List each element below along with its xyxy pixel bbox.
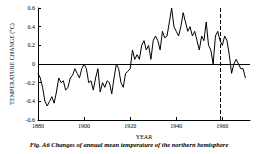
- svg-text:0: 0: [32, 61, 35, 67]
- svg-text:1920: 1920: [124, 123, 136, 129]
- svg-text:1960: 1960: [216, 123, 228, 129]
- svg-text:Fig. A6 Changes of annual mean: Fig. A6 Changes of annual mean temperatu…: [30, 141, 229, 148]
- svg-text:0.6: 0.6: [28, 5, 36, 11]
- svg-text:YEAR: YEAR: [136, 134, 152, 140]
- svg-text:1900: 1900: [78, 123, 90, 129]
- svg-text:0.4: 0.4: [28, 24, 36, 30]
- svg-text:-0.2: -0.2: [26, 80, 36, 86]
- svg-text:0.2: 0.2: [28, 42, 36, 48]
- svg-text:-0.6: -0.6: [25, 117, 35, 123]
- svg-text:TEMPERATURE CHANGE (°C): TEMPERATURE CHANGE (°C): [9, 23, 16, 104]
- svg-text:1880: 1880: [32, 123, 44, 129]
- svg-text:-0.4: -0.4: [26, 98, 36, 104]
- svg-text:1940: 1940: [170, 123, 182, 129]
